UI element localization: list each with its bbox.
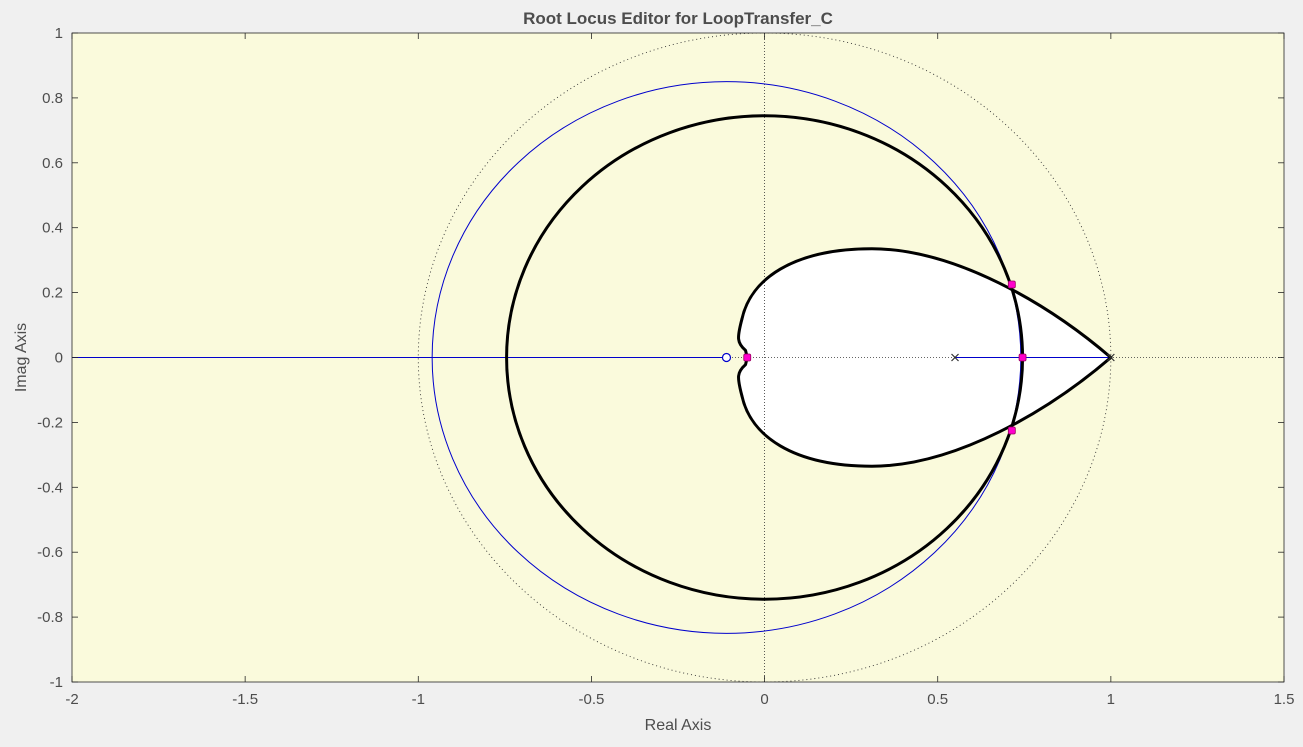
closed-loop-pole-marker [743, 353, 752, 362]
open-loop-pole-marker [1106, 353, 1115, 362]
y-tick-label: 0 [55, 350, 63, 367]
open-loop-zero-marker [721, 352, 732, 363]
y-tick-label: 1 [55, 25, 63, 42]
x-tick-label: 1 [1107, 691, 1115, 708]
x-tick-label: -0.5 [578, 691, 604, 708]
x-tick-label: 0 [760, 691, 768, 708]
x-axis-label: Real Axis [645, 717, 712, 734]
x-tick-label: -1.5 [232, 691, 258, 708]
closed-loop-pole-marker [1007, 426, 1016, 435]
y-axis-label: Imag Axis [13, 323, 30, 392]
open-loop-pole-marker [951, 353, 959, 362]
y-tick-label: -1 [50, 674, 63, 691]
x-tick-label: 0.5 [927, 691, 948, 708]
y-tick-label: -0.8 [37, 609, 63, 626]
y-tick-label: 0.4 [42, 220, 63, 237]
y-tick-label: 0.8 [42, 90, 63, 107]
y-tick-label: -0.4 [37, 479, 63, 496]
y-tick-label: 0.6 [42, 155, 63, 172]
chart-title: Root Locus Editor for LoopTransfer_C [523, 9, 833, 28]
y-tick-label: -0.2 [37, 414, 63, 431]
y-tick-label: -0.6 [37, 544, 63, 561]
closed-loop-pole-marker [1007, 280, 1016, 289]
x-tick-label: -1 [412, 691, 425, 708]
closed-loop-pole-marker [1018, 353, 1027, 362]
y-tick-label: 0.2 [42, 285, 63, 302]
x-tick-label: -2 [65, 691, 78, 708]
x-tick-label: 1.5 [1274, 691, 1295, 708]
